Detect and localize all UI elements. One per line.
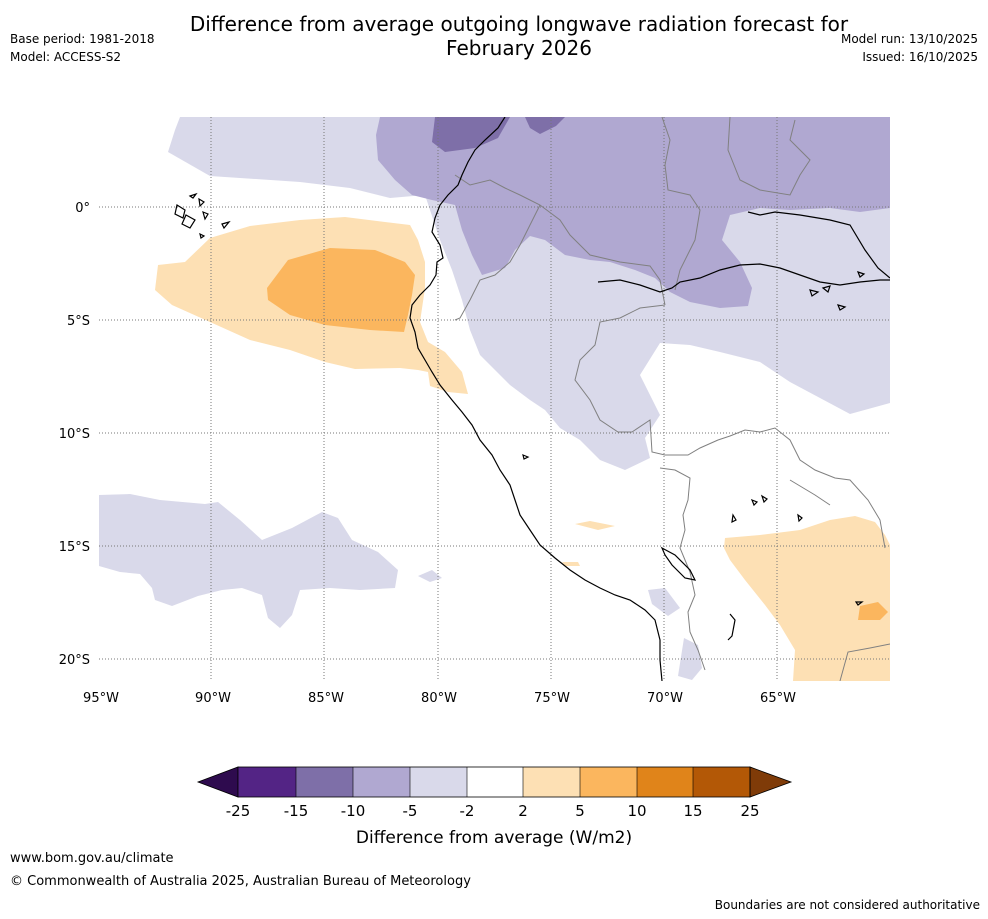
map-title: Difference from average outgoing longwav… — [150, 12, 888, 60]
colorbar-tick: 15 — [683, 802, 702, 820]
lon-label: 95°W — [83, 691, 119, 706]
colorbar-segment — [238, 767, 296, 797]
colorbar-extend-min — [196, 766, 239, 798]
lon-label: 80°W — [421, 691, 457, 706]
lat-label: 0° — [75, 201, 90, 216]
colorbar-segment — [693, 767, 750, 797]
colorbar-tick: -10 — [341, 802, 366, 820]
footer-url: www.bom.gov.au/climate — [10, 851, 174, 866]
footer-copyright: © Commonwealth of Australia 2025, Austra… — [10, 874, 471, 889]
title-line-2: February 2026 — [446, 36, 592, 60]
colorbar-segment — [467, 767, 523, 797]
colorbar-tick: -2 — [460, 802, 475, 820]
lon-label: 65°W — [760, 691, 796, 706]
colorbar-segment — [353, 767, 410, 797]
issued-date: Issued: 16/10/2025 — [862, 50, 978, 64]
meta-right: Model run: 13/10/2025 Issued: 16/10/2025 — [841, 30, 978, 66]
lat-label: 15°S — [59, 540, 90, 555]
colorbar-tick: 10 — [627, 802, 646, 820]
lon-label: 90°W — [195, 691, 231, 706]
colorbar-segment — [580, 767, 637, 797]
lat-label: 5°S — [67, 314, 90, 329]
footer-note: Boundaries are not considered authoritat… — [714, 898, 980, 912]
lon-label: 70°W — [647, 691, 683, 706]
colorbar-tick: 2 — [518, 802, 528, 820]
colorbar-segment — [637, 767, 693, 797]
coastline — [174, 117, 890, 681]
lat-label: 10°S — [59, 427, 90, 442]
lat-label: 20°S — [59, 653, 90, 668]
base-period: Base period: 1981-2018 — [10, 32, 155, 46]
model-run: Model run: 13/10/2025 — [840, 32, 978, 46]
lon-label: 75°W — [534, 691, 570, 706]
colorbar-tick: -15 — [284, 802, 309, 820]
lon-axis: 95°W 90°W 85°W 80°W 75°W 70°W 65°W — [83, 691, 796, 706]
colorbar-segment — [296, 767, 353, 797]
colorbar-label: Difference from average (W/m2) — [356, 828, 632, 848]
meta-left: Base period: 1981-2018 Model: ACCESS-S2 — [10, 30, 155, 66]
model-name: Model: ACCESS-S2 — [10, 50, 122, 64]
map-area — [99, 117, 890, 681]
colorbar-tick: -5 — [403, 802, 418, 820]
colorbar-tick: -25 — [226, 802, 251, 820]
colorbar: -25 -15 -10 -5 -2 2 5 10 15 25 Differenc… — [196, 766, 793, 848]
olr-anomaly-minus-medium — [376, 117, 890, 308]
colorbar-extend-max — [749, 766, 793, 798]
olr-anomaly-minus-dark — [432, 117, 565, 152]
colorbar-tick: 5 — [575, 802, 585, 820]
olr-anomaly-plus-medium — [267, 248, 888, 620]
colorbar-segment — [523, 767, 580, 797]
lon-label: 85°W — [308, 691, 344, 706]
colorbar-segment — [410, 767, 467, 797]
title-line-1: Difference from average outgoing longwav… — [189, 12, 849, 36]
country-boundaries — [454, 117, 890, 681]
colorbar-tick: 25 — [740, 802, 759, 820]
lat-axis: 0° 5°S 10°S 15°S 20°S — [59, 201, 90, 668]
